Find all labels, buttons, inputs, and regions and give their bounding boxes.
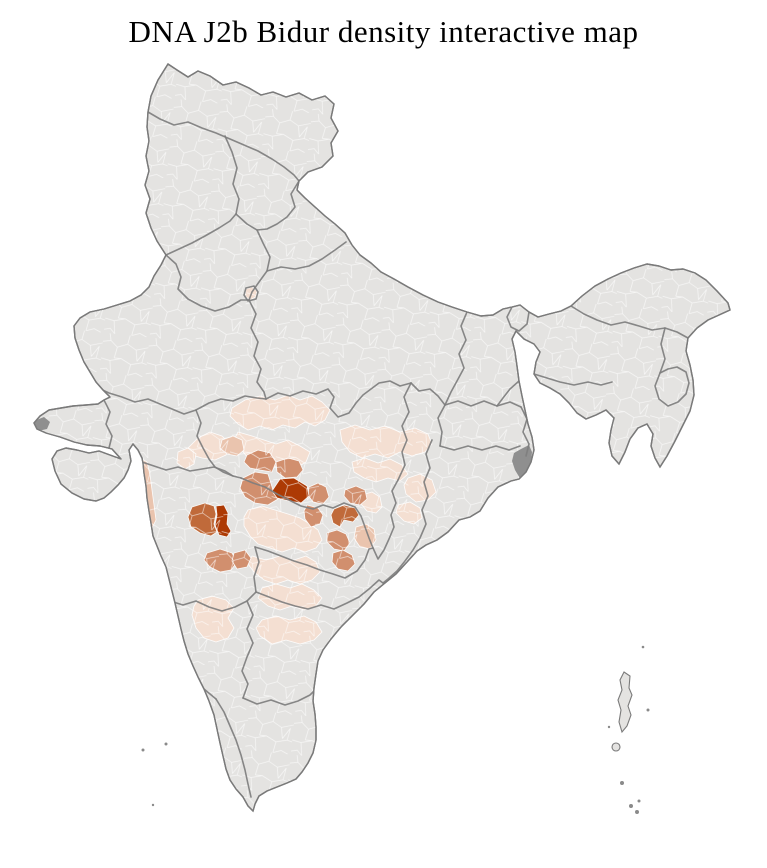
district-shape[interactable] — [160, 619, 176, 646]
state-borders — [82, 111, 690, 798]
lakshadweep-islands — [141, 742, 168, 807]
district-mesh-overlay — [34, 64, 730, 811]
map-title: DNA J2b Bidur density interactive map — [128, 14, 639, 49]
andaman-nicobar-islands — [607, 645, 650, 814]
